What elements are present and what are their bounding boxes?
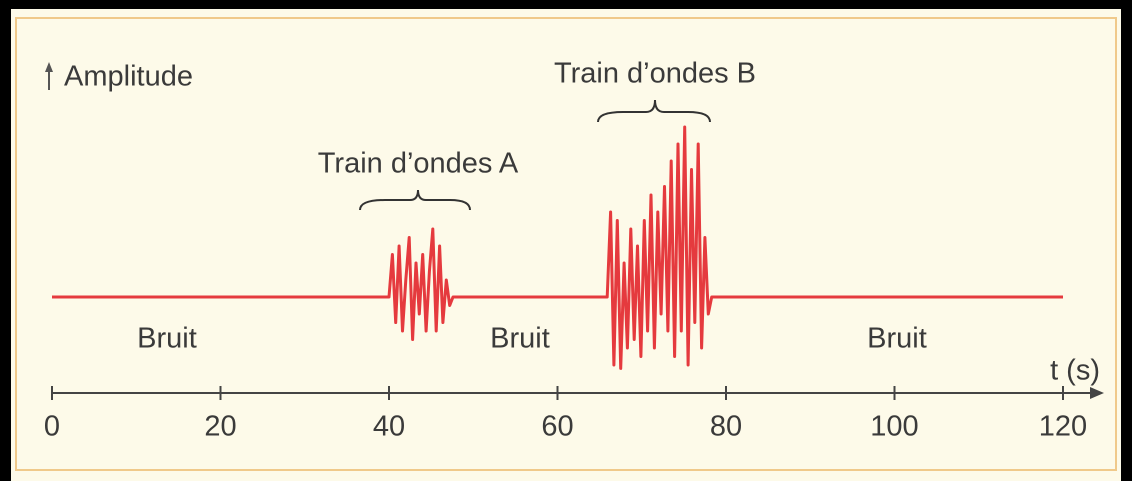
frame-top bbox=[0, 0, 1132, 9]
x-tick-label: 0 bbox=[44, 411, 60, 443]
brace-a bbox=[359, 189, 471, 211]
x-tick-label: 20 bbox=[204, 411, 236, 443]
annotation: Bruit bbox=[137, 323, 197, 355]
annotation: Train d’ondes B bbox=[554, 58, 756, 90]
annotation: Bruit bbox=[490, 323, 550, 355]
x-axis-label: t (s) bbox=[1050, 355, 1100, 387]
x-tick-label: 100 bbox=[870, 411, 918, 443]
x-tick-label: 80 bbox=[710, 411, 742, 443]
x-tick-label: 120 bbox=[1039, 411, 1087, 443]
signal-line bbox=[52, 125, 1063, 370]
brace-b bbox=[597, 99, 711, 123]
annotation: Train d’ondes A bbox=[318, 148, 519, 180]
x-tick-label: 60 bbox=[541, 411, 573, 443]
x-arrow-head bbox=[1090, 387, 1104, 399]
frame-right bbox=[1121, 0, 1132, 481]
y-arrow-head bbox=[45, 62, 53, 72]
annotation: Bruit bbox=[867, 323, 927, 355]
frame-left bbox=[0, 0, 11, 481]
panel-border bbox=[15, 17, 1117, 471]
y-axis-label: Amplitude bbox=[64, 61, 193, 93]
x-tick-label: 40 bbox=[373, 411, 405, 443]
